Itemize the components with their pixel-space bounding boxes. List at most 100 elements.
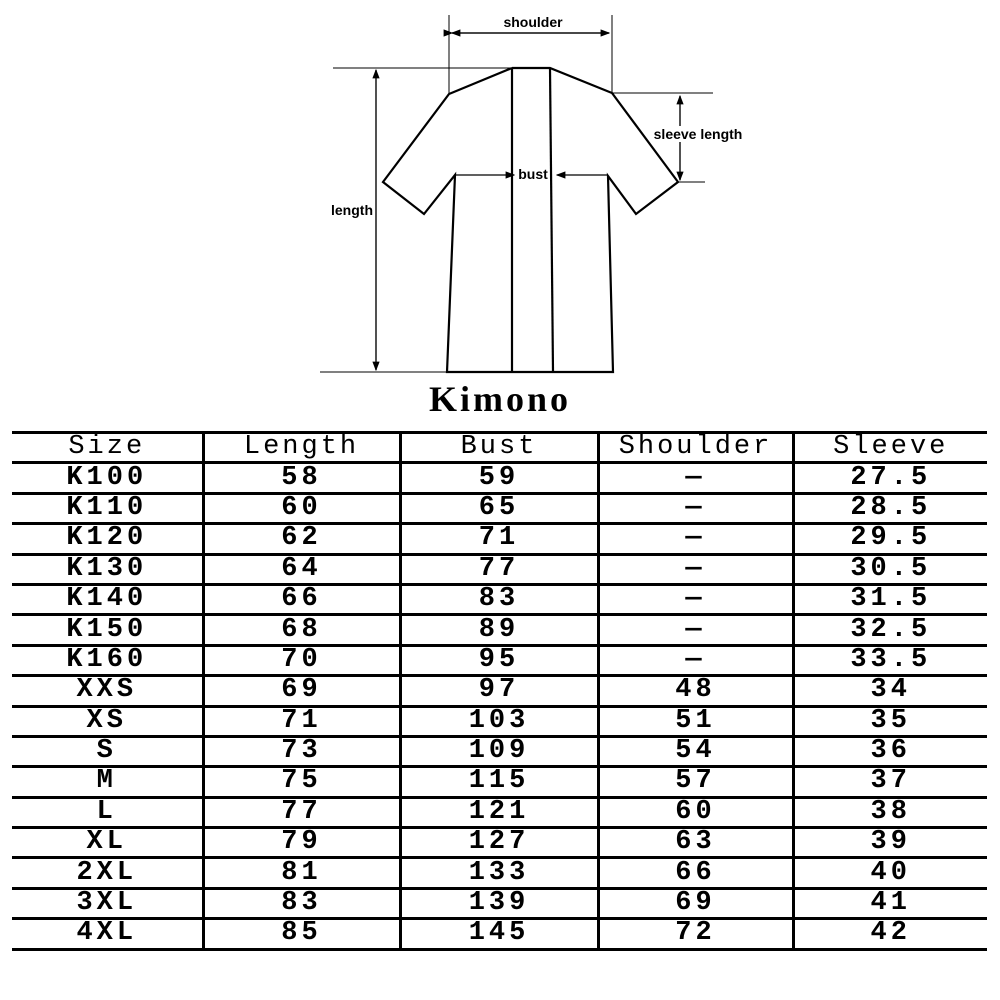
table-cell: 77 [398, 552, 598, 586]
table-cell: 57 [596, 765, 793, 799]
table-cell: 48 [596, 674, 793, 708]
table-cell: XS [12, 704, 203, 738]
table-cell: 54 [596, 734, 793, 769]
table-cell: 66 [201, 582, 400, 617]
table-row: 4XL 85 145 72 42 [12, 917, 987, 951]
table-cell: 121 [398, 795, 598, 830]
table-cell: — [596, 461, 793, 495]
table-cell: 83 [398, 582, 598, 617]
column-header: Shoulder [596, 430, 793, 465]
table-cell: 69 [201, 674, 400, 708]
table-cell: 32.5 [791, 613, 987, 647]
table-cell: 59 [398, 461, 598, 495]
shoulder-label: shoulder [503, 14, 563, 30]
table-row: K100 58 59—27.5 [12, 461, 987, 495]
table-cell: 28.5 [791, 491, 987, 526]
table-cell: 51 [596, 704, 793, 738]
table-cell: 71 [201, 704, 400, 738]
table-row: K130 64 77—30.5 [12, 552, 987, 586]
table-cell: — [596, 643, 793, 678]
table-cell: K160 [12, 643, 203, 678]
column-header: Sleeve [791, 430, 987, 465]
table-row: K160 70 95—33.5 [12, 643, 987, 678]
table-cell: 3XL [12, 886, 203, 921]
table-row: K110 60 65—28.5 [12, 491, 987, 526]
table-cell: 62 [201, 522, 400, 556]
table-row: XS 71 103 51 35 [12, 704, 987, 738]
table-cell: 33.5 [791, 643, 987, 678]
column-header: Length [201, 430, 400, 465]
table-cell: 89 [398, 613, 598, 647]
table-cell: 133 [398, 856, 598, 890]
table-cell: 2XL [12, 856, 203, 890]
table-cell: 73 [201, 734, 400, 769]
table-cell: 37 [791, 765, 987, 799]
table-cell: 70 [201, 643, 400, 678]
table-cell: 65 [398, 491, 598, 526]
table-row: L 77 121 60 38 [12, 795, 987, 830]
table-cell: K150 [12, 613, 203, 647]
table-cell: 97 [398, 674, 598, 708]
table-header-row: Size Length Bust Shoulder Sleeve [12, 430, 987, 465]
table-cell: 40 [791, 856, 987, 890]
table-cell: — [596, 613, 793, 647]
table-row: S 73 109 54 36 [12, 734, 987, 769]
table-cell: 139 [398, 886, 598, 921]
table-cell: K130 [12, 552, 203, 586]
table-cell: 79 [201, 826, 400, 860]
table-cell: 95 [398, 643, 598, 678]
table-row: K120 62 71—29.5 [12, 522, 987, 556]
table-cell: 64 [201, 552, 400, 586]
table-row: 2XL 81 133 66 40 [12, 856, 987, 890]
size-table: Size Length Bust Shoulder Sleeve K100 58 59—27.… [12, 430, 987, 951]
table-cell: 60 [596, 795, 793, 830]
table-row: XXS 69 97 48 34 [12, 674, 987, 708]
table-cell: 75 [201, 765, 400, 799]
table-cell: K100 [12, 461, 203, 495]
length-label: length [331, 202, 373, 218]
column-header: Bust [398, 430, 598, 465]
table-cell: 115 [398, 765, 598, 799]
table-cell: — [596, 582, 793, 617]
table-cell: 29.5 [791, 522, 987, 556]
table-cell: XL [12, 826, 203, 860]
table-cell: 39 [791, 826, 987, 860]
column-header: Size [12, 430, 203, 465]
bust-label: bust [518, 166, 548, 182]
table-cell: 145 [398, 917, 598, 951]
sleeve-length-label: sleeve length [653, 126, 743, 142]
table-cell: 35 [791, 704, 987, 738]
table-cell: 30.5 [791, 552, 987, 586]
table-cell: K120 [12, 522, 203, 556]
kimono-diagram: shoulder sleeve length bust length [0, 0, 1000, 425]
table-cell: 77 [201, 795, 400, 830]
table-cell: K140 [12, 582, 203, 617]
table-cell: 66 [596, 856, 793, 890]
table-cell: 68 [201, 613, 400, 647]
table-cell: 69 [596, 886, 793, 921]
table-cell: 63 [596, 826, 793, 860]
table-cell: 34 [791, 674, 987, 708]
table-cell: 36 [791, 734, 987, 769]
table-row: M 75 115 57 37 [12, 765, 987, 799]
table-cell: S [12, 734, 203, 769]
table-cell: 72 [596, 917, 793, 951]
table-cell: XXS [12, 674, 203, 708]
page-title: Kimono [428, 379, 571, 419]
table-cell: M [12, 765, 203, 799]
table-cell: 38 [791, 795, 987, 830]
table-cell: — [596, 552, 793, 586]
table-row: K150 68 89—32.5 [12, 613, 987, 647]
table-cell: 109 [398, 734, 598, 769]
table-cell: L [12, 795, 203, 830]
table-cell: 71 [398, 522, 598, 556]
kimono-outline [320, 15, 713, 374]
table-cell: 81 [201, 856, 400, 890]
table-cell: 4XL [12, 917, 203, 951]
table-cell: 85 [201, 917, 400, 951]
table-cell: 41 [791, 886, 987, 921]
table-cell: 27.5 [791, 461, 987, 495]
table-cell: K110 [12, 491, 203, 526]
dimension-arrows [372, 29, 684, 372]
table-cell: 83 [201, 886, 400, 921]
